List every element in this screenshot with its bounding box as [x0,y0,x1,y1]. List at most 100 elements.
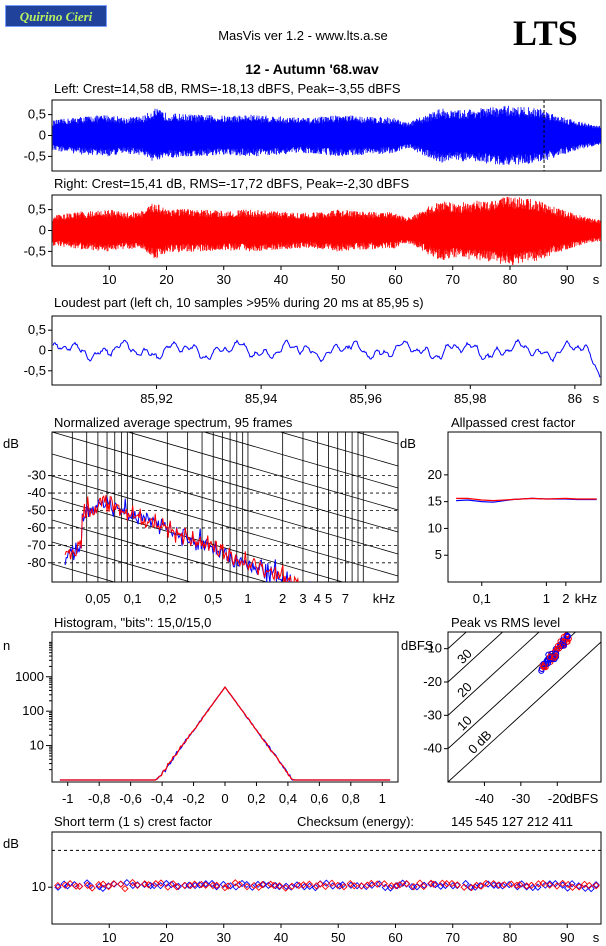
right_wave-ytick-label: 0 [39,223,46,238]
shortcrest-point [357,882,366,890]
right_wave-xtick-label: 10 [102,272,116,287]
shortcrest-point [133,881,142,890]
shortcrest-point [467,884,476,892]
shortcrest-point [518,880,526,888]
peakrms-xtick-label: -40 [475,791,494,806]
app-title: MasVis ver 1.2 - www.lts.a.se [218,28,388,43]
shortcrest-point [380,880,388,888]
shortcrest-point [350,882,358,890]
loudest-xtick-label: 86 [568,391,582,406]
shortcrest-point [477,882,485,890]
shortcrest-point [505,880,513,889]
shortcrest-point [551,880,559,888]
shortcrest-point [500,881,508,889]
shortcrest-point [141,880,149,888]
peakrms-diagonal-label: 20 [454,679,475,700]
loudest-xtick-label: 85,94 [245,391,278,406]
peakrms-diagonal-label: 30 [454,646,475,667]
spectrum-slope [202,432,398,489]
spectrum-slope [52,497,345,582]
histogram-frame [51,631,399,783]
shortcrest-point [202,880,210,888]
loudest-xtick-label: 85,96 [349,391,382,406]
peakrms-point [544,660,552,667]
shortcrest-point [221,884,229,892]
shortcrest-point [75,882,84,891]
allpass-xunit: kHz [575,591,597,606]
shortcrest-point [546,881,554,889]
shortcrest-point [121,884,129,893]
shortcrest-ytick-label: 10 [32,879,46,894]
shortcrest-point [336,882,344,890]
peakrms-ytick-label: -20 [423,674,442,689]
allpass-xtick-label: 1 [543,591,550,606]
shortcrest-point [311,883,320,892]
peakrms-point [540,660,547,668]
peakrms-point [554,642,562,650]
spectrum-xtick-label: 1 [244,591,251,606]
shortcrest-point [373,880,381,888]
shortcrest-point [420,881,428,889]
shortcrest-point [438,879,446,887]
shortcrest-point [150,881,158,890]
shortcrest-point [66,880,74,888]
histogram-ylabel: n [3,638,10,653]
histogram-ytick-label: 10 [30,738,44,753]
histogram-xtick-label: 0,8 [342,791,360,806]
shortcrest-point [375,880,383,888]
shortcrest-point [346,879,354,888]
logo-text: Quirino Cieri [19,9,93,24]
shortcrest-point [238,879,246,888]
peakrms-point [550,654,557,661]
track-title: 12 - Autumn '68.wav [245,61,379,77]
shortcrest-point [208,879,216,888]
left_wave-signal [52,105,601,165]
shortcrest-point [305,880,314,888]
shortcrest-point [293,881,301,889]
shortcrest-point [258,880,267,889]
peakrms-title: Peak vs RMS level [451,615,560,630]
shortcrest-point [402,879,411,888]
shortcrest-point [413,883,421,891]
shortcrest-point [431,880,440,889]
spectrum-xtick-label: 5 [325,591,332,606]
shortcrest-point [243,880,251,889]
checksum-label: Checksum (energy): [297,814,414,829]
shortcrest-point [250,881,258,890]
spectrum-ytick-label: -50 [27,502,46,517]
loudest-xunit: s [593,391,600,406]
spectrum-slope [52,630,398,730]
allpass-xtick-label: 0,1 [473,591,491,606]
shortcrest-point [264,881,273,889]
spectrum-frame [51,431,399,583]
shortcrest-point [443,880,451,888]
shortcrest-title: Short term (1 s) crest factor [54,814,213,829]
right_wave-xunit: s [593,272,600,287]
histogram-ytick-label: 1000 [15,669,44,684]
peakrms-point [563,638,570,645]
histogram-xtick-label: 0 [221,791,228,806]
shortcrest-point [484,880,492,888]
shortcrest-point [213,881,221,889]
shortcrest-point [539,879,547,888]
right_wave-title: Right: Crest=15,41 dB, RMS=-17,72 dBFS, … [54,176,409,191]
peakrms-diagonal-label: 40 [454,613,475,634]
shortcrest-xunit: s [593,930,600,945]
shortcrest-point [534,883,542,891]
shortcrest-point [174,882,182,891]
shortcrest-point [568,880,576,888]
spectrum-xtick-label: 0,05 [85,591,110,606]
shortcrest-point [99,880,107,888]
shortcrest-point [546,880,554,888]
shortcrest-point [466,883,474,891]
shortcrest-point [88,884,96,892]
right_wave-xtick-label: 50 [331,272,345,287]
peakrms-xunit: dBFS [566,791,599,806]
shortcrest-point [420,882,428,891]
peakrms-ylabel: dBFS [401,638,434,653]
spectrum-slope [278,432,398,467]
spectrum-xunit: kHz [373,591,395,606]
peakrms-point [564,632,571,639]
shortcrest-point [169,880,177,888]
logo: Quirino Cieri [5,5,107,27]
